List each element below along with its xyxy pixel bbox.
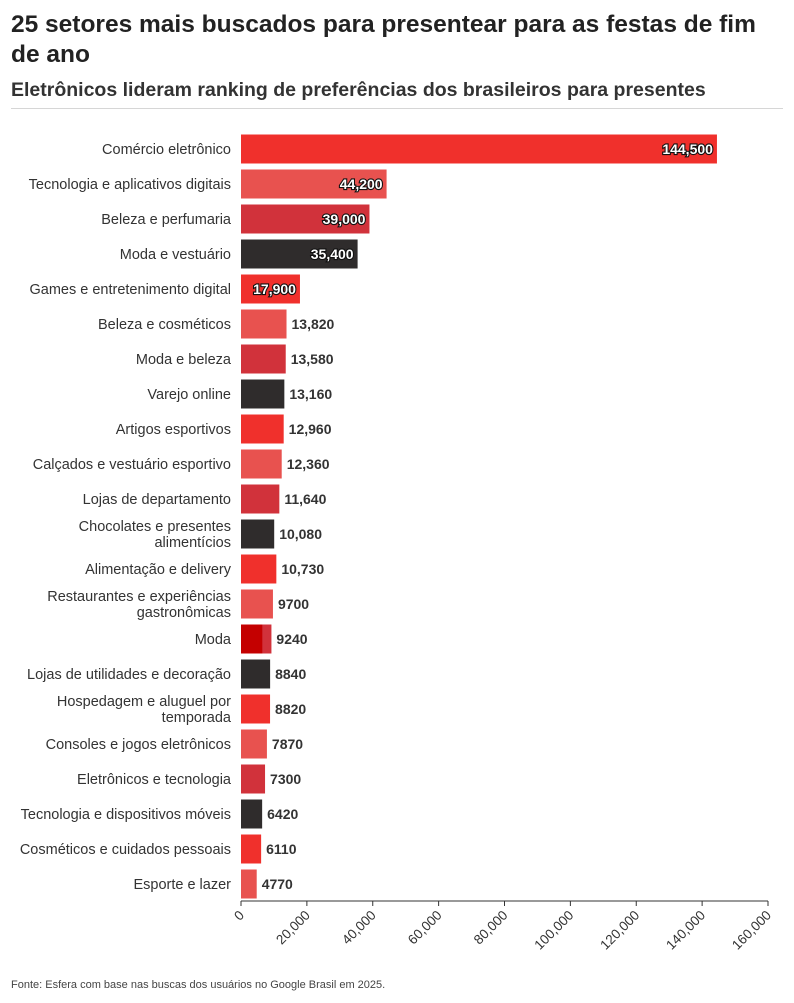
value-label: 44,200 (340, 176, 383, 192)
value-label: 35,400 (311, 246, 354, 262)
category-label: Artigos esportivos (116, 422, 231, 438)
category-label: Consoles e jogos eletrônicos (46, 737, 231, 753)
bar (241, 694, 271, 724)
bar (241, 484, 280, 514)
value-label: 7870 (272, 736, 303, 752)
x-tick-label: 60,000 (405, 908, 445, 948)
category-label: Restaurantes e experiências gastronômicas (47, 589, 231, 621)
value-label: 11,640 (284, 491, 326, 507)
x-tick-label: 80,000 (471, 908, 511, 948)
category-label: Calçados e vestuário esportivo (33, 457, 231, 473)
header-divider (11, 108, 783, 109)
chart-subtitle: Eletrônicos lideram ranking de preferênc… (11, 79, 706, 101)
category-label: Comércio eletrônico (102, 142, 231, 158)
bar (241, 764, 266, 794)
category-label: Moda e beleza (136, 352, 232, 368)
value-label: 6420 (267, 806, 298, 822)
bar (241, 799, 263, 829)
bar-chart: Comércio eletrônico 144,500 Tecnologia e a… (20, 134, 774, 953)
category-label-line: Chocolates e presentes (79, 519, 231, 535)
bar (241, 309, 287, 339)
value-label: 10,080 (279, 526, 322, 542)
value-label: 17,900 (253, 281, 296, 297)
category-label-line: gastronômicas (137, 605, 231, 621)
bar (241, 239, 358, 269)
value-label: 10,730 (281, 561, 324, 577)
value-label: 39,000 (323, 211, 366, 227)
bar (241, 554, 277, 584)
category-label: Lojas de departamento (83, 492, 231, 508)
source-note: Fonte: Esfera com base nas buscas dos us… (11, 979, 386, 991)
x-tick-label: 0 (231, 908, 247, 924)
bar (241, 519, 275, 549)
category-label-line: alimentícios (154, 535, 231, 551)
category-label: Eletrônicos e tecnologia (77, 772, 232, 788)
x-tick-label: 160,000 (729, 908, 774, 953)
bar (241, 589, 273, 619)
value-label: 8840 (275, 666, 306, 682)
category-label: Beleza e perfumaria (101, 212, 232, 228)
value-label: 144,500 (662, 141, 713, 157)
bar (241, 834, 262, 864)
bar (241, 169, 387, 199)
category-label-line: temporada (162, 710, 232, 726)
category-label: Esporte e lazer (133, 877, 231, 893)
value-label: 12,960 (289, 421, 332, 437)
category-label: Moda (195, 632, 232, 648)
category-label: Varejo online (147, 387, 231, 403)
category-label: Cosméticos e cuidados pessoais (20, 842, 231, 858)
category-label-line: Restaurantes e experiências (47, 589, 231, 605)
value-label: 4770 (262, 876, 293, 892)
category-label: Alimentação e delivery (85, 562, 232, 578)
bar (241, 869, 257, 899)
category-label: Hospedagem e aluguel por temporada (57, 694, 232, 726)
x-tick-label: 20,000 (273, 908, 313, 948)
value-label: 7300 (270, 771, 301, 787)
bar-highlight (241, 624, 263, 654)
value-label: 9240 (276, 631, 307, 647)
value-label: 6110 (266, 841, 297, 857)
bar (241, 204, 370, 234)
category-label: Moda e vestuário (120, 247, 231, 263)
bar (241, 134, 717, 164)
category-label: Chocolates e presentes alimentícios (79, 519, 231, 551)
value-label: 8820 (275, 701, 306, 717)
bar (241, 449, 282, 479)
bar (241, 659, 271, 689)
category-label: Beleza e cosméticos (98, 317, 231, 333)
bar (241, 729, 267, 759)
value-label: 13,580 (291, 351, 334, 367)
category-label: Games e entretenimento digital (30, 282, 232, 298)
x-tick-label: 140,000 (663, 908, 708, 953)
value-label: 9700 (278, 596, 309, 612)
category-label-line: Hospedagem e aluguel por (57, 694, 231, 710)
value-label: 13,160 (289, 386, 332, 402)
bar (241, 274, 300, 304)
category-label: Lojas de utilidades e decoração (27, 667, 231, 683)
value-label: 13,820 (292, 316, 335, 332)
x-tick-label: 120,000 (597, 908, 642, 953)
chart-title: 25 setores mais buscados para presentear… (11, 11, 756, 68)
x-tick-label: 40,000 (339, 908, 379, 948)
bar (241, 414, 284, 444)
x-tick-label: 100,000 (531, 908, 576, 953)
category-label: Tecnologia e aplicativos digitais (29, 177, 231, 193)
category-label: Tecnologia e dispositivos móveis (21, 807, 231, 823)
value-label: 12,360 (287, 456, 330, 472)
bar (241, 379, 285, 409)
bar (241, 344, 286, 374)
